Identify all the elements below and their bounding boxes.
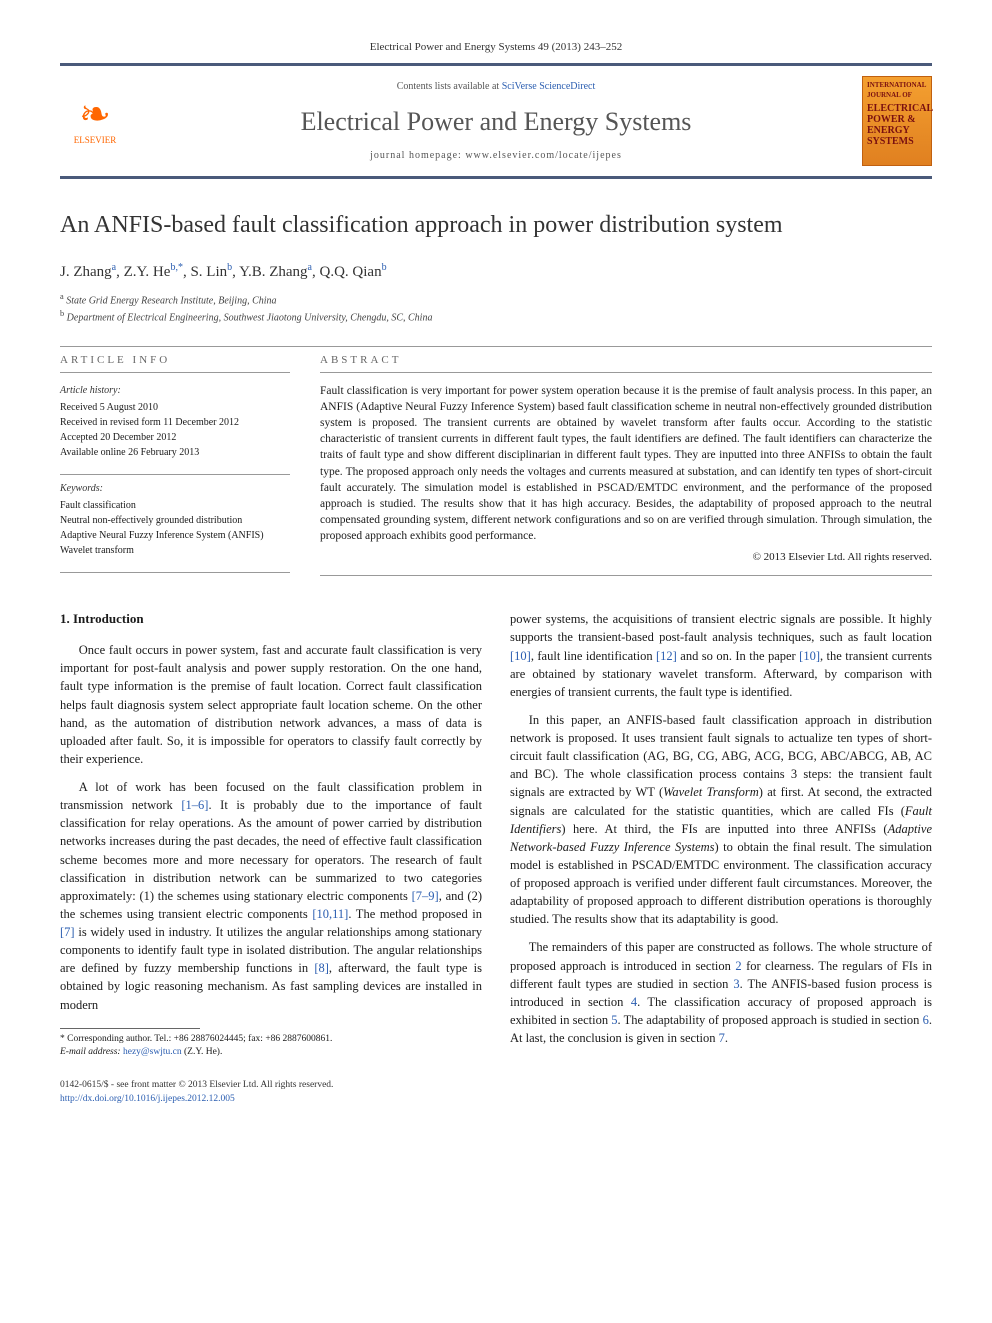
page-footer: 0142-0615/$ - see front matter © 2013 El… [60,1079,932,1106]
article-title: An ANFIS-based fault classification appr… [60,209,932,243]
contents-available: Contents lists available at SciVerse Sci… [150,80,842,94]
history-online: Available online 26 February 2013 [60,445,290,460]
article-history-head: Article history: [60,383,290,398]
para-3: power systems, the acquisitions of trans… [510,610,932,701]
front-matter: 0142-0615/$ - see front matter © 2013 El… [60,1079,333,1092]
corresponding-author-footnote: * Corresponding author. Tel.: +86 288760… [60,1033,482,1060]
affiliation-b: b Department of Electrical Engineering, … [60,308,932,325]
authors-list: J. Zhanga, Z.Y. Heb,*, S. Linb, Y.B. Zha… [60,261,932,283]
para-2: A lot of work has been focused on the fa… [60,778,482,1014]
author-email-link[interactable]: hezy@swjtu.cn [123,1047,182,1057]
keywords-head: Keywords: [60,481,290,496]
para-1: Once fault occurs in power system, fast … [60,641,482,768]
divider [60,346,932,347]
publisher-name: ELSEVIER [74,134,117,147]
article-body: 1. Introduction Once fault occurs in pow… [60,610,932,1059]
history-received: Received 5 August 2010 [60,400,290,415]
keyword-4: Wavelet transform [60,543,290,558]
tree-icon: ❧ [79,96,111,134]
article-info-column: ARTICLE INFO Article history: Received 5… [60,353,290,583]
history-accepted: Accepted 20 December 2012 [60,430,290,445]
section-1-heading: 1. Introduction [60,610,482,629]
journal-homepage: journal homepage: www.elsevier.com/locat… [150,149,842,163]
doi-link[interactable]: http://dx.doi.org/10.1016/j.ijepes.2012.… [60,1094,235,1104]
abstract-copyright: © 2013 Elsevier Ltd. All rights reserved… [320,550,932,565]
elsevier-logo: ❧ ELSEVIER [60,81,130,161]
journal-cover-thumbnail: INTERNATIONAL JOURNAL OF ELECTRICAL POWE… [862,76,932,166]
history-revised: Received in revised form 11 December 201… [60,415,290,430]
journal-name: Electrical Power and Energy Systems [150,104,842,140]
para-4: In this paper, an ANFIS-based fault clas… [510,711,932,929]
sciencedirect-link[interactable]: SciVerse ScienceDirect [502,81,596,92]
abstract-column: ABSTRACT Fault classification is very im… [320,353,932,583]
journal-reference: Electrical Power and Energy Systems 49 (… [60,40,932,55]
abstract-text: Fault classification is very important f… [320,383,932,544]
abstract-heading: ABSTRACT [320,353,932,373]
para-5: The remainders of this paper are constru… [510,938,932,1047]
affiliation-a: a State Grid Energy Research Institute, … [60,291,932,308]
footnote-separator [60,1028,200,1029]
keyword-3: Adaptive Neural Fuzzy Inference System (… [60,528,290,543]
journal-header: ❧ ELSEVIER Contents lists available at S… [60,63,932,179]
keyword-2: Neutral non-effectively grounded distrib… [60,513,290,528]
affiliations: a State Grid Energy Research Institute, … [60,291,932,326]
keyword-1: Fault classification [60,498,290,513]
article-info-heading: ARTICLE INFO [60,353,290,373]
